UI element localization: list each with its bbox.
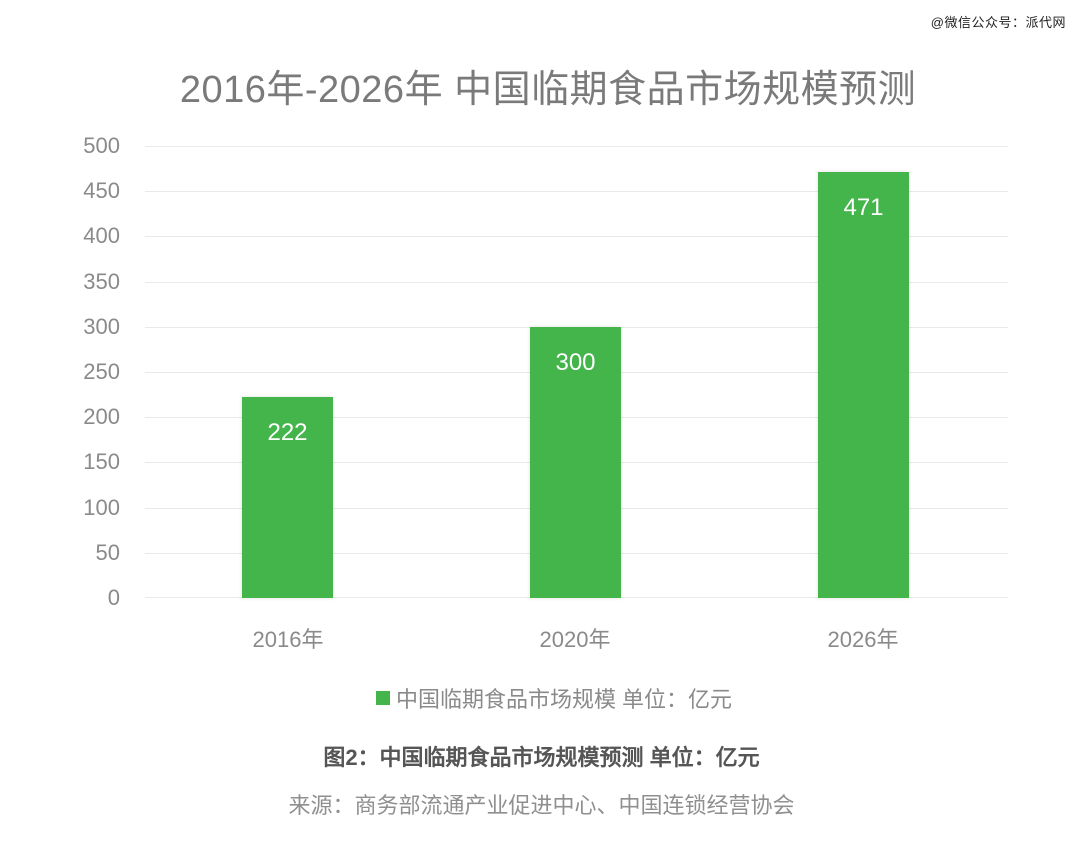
x-tick-2016: 2016年 (252, 627, 324, 652)
legend-swatch-icon (375, 691, 390, 705)
y-tick: 0 (107, 585, 120, 610)
chart-title: 2016年-2026年 中国临期食品市场规模预测 (179, 69, 917, 111)
source-note: 来源：商务部流通产业促进中心、中国连锁经营协会 (288, 793, 795, 818)
y-tick: 50 (95, 540, 120, 565)
bar-value-label: 471 (843, 194, 884, 222)
bar-value-label: 222 (267, 419, 308, 447)
x-tick-2020: 2020年 (539, 627, 611, 652)
plot-area: 222 300 471 (145, 146, 1008, 598)
y-tick: 150 (83, 449, 120, 474)
gridline (145, 236, 1008, 237)
figure-caption: 图2：中国临期食品市场规模预测 单位：亿元 (323, 745, 760, 770)
y-tick: 350 (83, 269, 120, 294)
gridline (145, 146, 1008, 147)
watermark: @微信公众号：派代网 (930, 15, 1066, 30)
gridline (145, 282, 1008, 283)
gridline (145, 191, 1008, 192)
x-tick-2026: 2026年 (827, 627, 899, 652)
y-tick: 450 (83, 178, 120, 203)
y-tick: 500 (83, 133, 120, 158)
bar-value-label: 300 (555, 348, 596, 376)
legend-label: 中国临期食品市场规模 单位：亿元 (395, 687, 733, 712)
bar-2026: 471 (818, 172, 909, 598)
bar-2020: 300 (530, 326, 621, 598)
y-tick: 100 (83, 495, 120, 520)
legend: 中国临期食品市场规模 单位：亿元 (0, 682, 1080, 714)
y-tick: 400 (83, 223, 120, 248)
bar-2016: 222 (242, 397, 333, 598)
y-tick: 250 (83, 359, 120, 384)
y-tick: 300 (83, 314, 120, 339)
y-tick: 200 (83, 404, 120, 429)
